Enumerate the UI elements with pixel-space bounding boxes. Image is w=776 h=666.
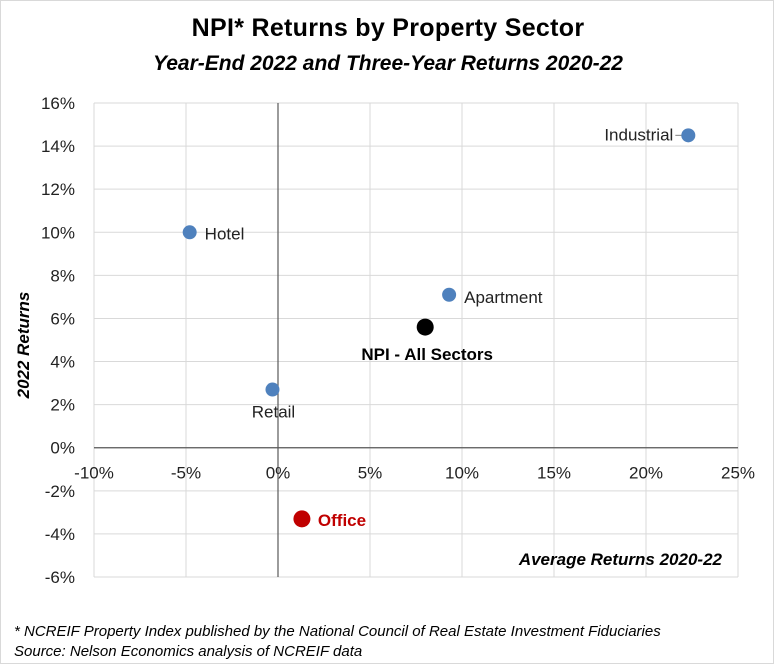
y-tick-label: 2% bbox=[50, 396, 75, 415]
y-tick-label: -4% bbox=[45, 525, 75, 544]
point-label-npi-all-sectors: NPI - All Sectors bbox=[361, 345, 493, 364]
y-axis-title: 2022 Returns bbox=[14, 292, 33, 400]
point-label-apartment: Apartment bbox=[464, 288, 543, 307]
y-tick-label: 0% bbox=[50, 439, 75, 458]
point-label-office: Office bbox=[318, 511, 366, 530]
x-tick-label: 15% bbox=[537, 464, 571, 483]
point-apartment bbox=[442, 287, 457, 302]
gridlines bbox=[93, 102, 739, 578]
x-tick-label: 0% bbox=[266, 464, 291, 483]
y-tick-label: -6% bbox=[45, 568, 75, 587]
axes bbox=[94, 103, 738, 577]
point-retail bbox=[265, 382, 280, 397]
x-tick-label: -5% bbox=[171, 464, 201, 483]
y-tick-label: 10% bbox=[41, 223, 75, 242]
footnote-line-2: Source: Nelson Economics analysis of NCR… bbox=[14, 643, 363, 660]
x-tick-label: 25% bbox=[721, 464, 755, 483]
x-tick-label: 5% bbox=[358, 464, 383, 483]
point-hotel bbox=[182, 225, 197, 240]
y-tick-label: 6% bbox=[50, 309, 75, 328]
x-tick-label: 10% bbox=[445, 464, 479, 483]
point-label-hotel: Hotel bbox=[205, 224, 245, 243]
x-axis-title: Average Returns 2020-22 bbox=[518, 550, 723, 569]
chart-title: NPI* Returns by Property Sector bbox=[191, 14, 585, 42]
y-tick-label: 4% bbox=[50, 353, 75, 372]
y-tick-label: 12% bbox=[41, 180, 75, 199]
y-tick-label: 8% bbox=[50, 266, 75, 285]
y-tick-label: 16% bbox=[41, 94, 75, 113]
footnote: * NCREIF Property Index published by the… bbox=[14, 622, 764, 662]
x-tick-label: -10% bbox=[74, 464, 114, 483]
x-tick-label: 20% bbox=[629, 464, 663, 483]
point-label-retail: Retail bbox=[252, 403, 295, 422]
chart-subtitle: Year-End 2022 and Three-Year Returns 202… bbox=[153, 52, 623, 75]
data-points: Industrial Hotel Apartment NPI - All Sector… bbox=[182, 125, 696, 530]
tick-labels: 16% 14% 12% 10% 8% 6% 4% 2% 0% -2% -4% -6% -10% -5% 0%… bbox=[41, 94, 755, 587]
point-label-industrial: Industrial bbox=[604, 125, 673, 144]
point-office bbox=[293, 510, 311, 528]
point-npi-all-sectors bbox=[416, 318, 434, 336]
point-industrial bbox=[681, 128, 696, 143]
footnote-line-1: * NCREIF Property Index published by the… bbox=[14, 623, 661, 640]
y-tick-label: 14% bbox=[41, 137, 75, 156]
y-tick-label: -2% bbox=[45, 482, 75, 501]
